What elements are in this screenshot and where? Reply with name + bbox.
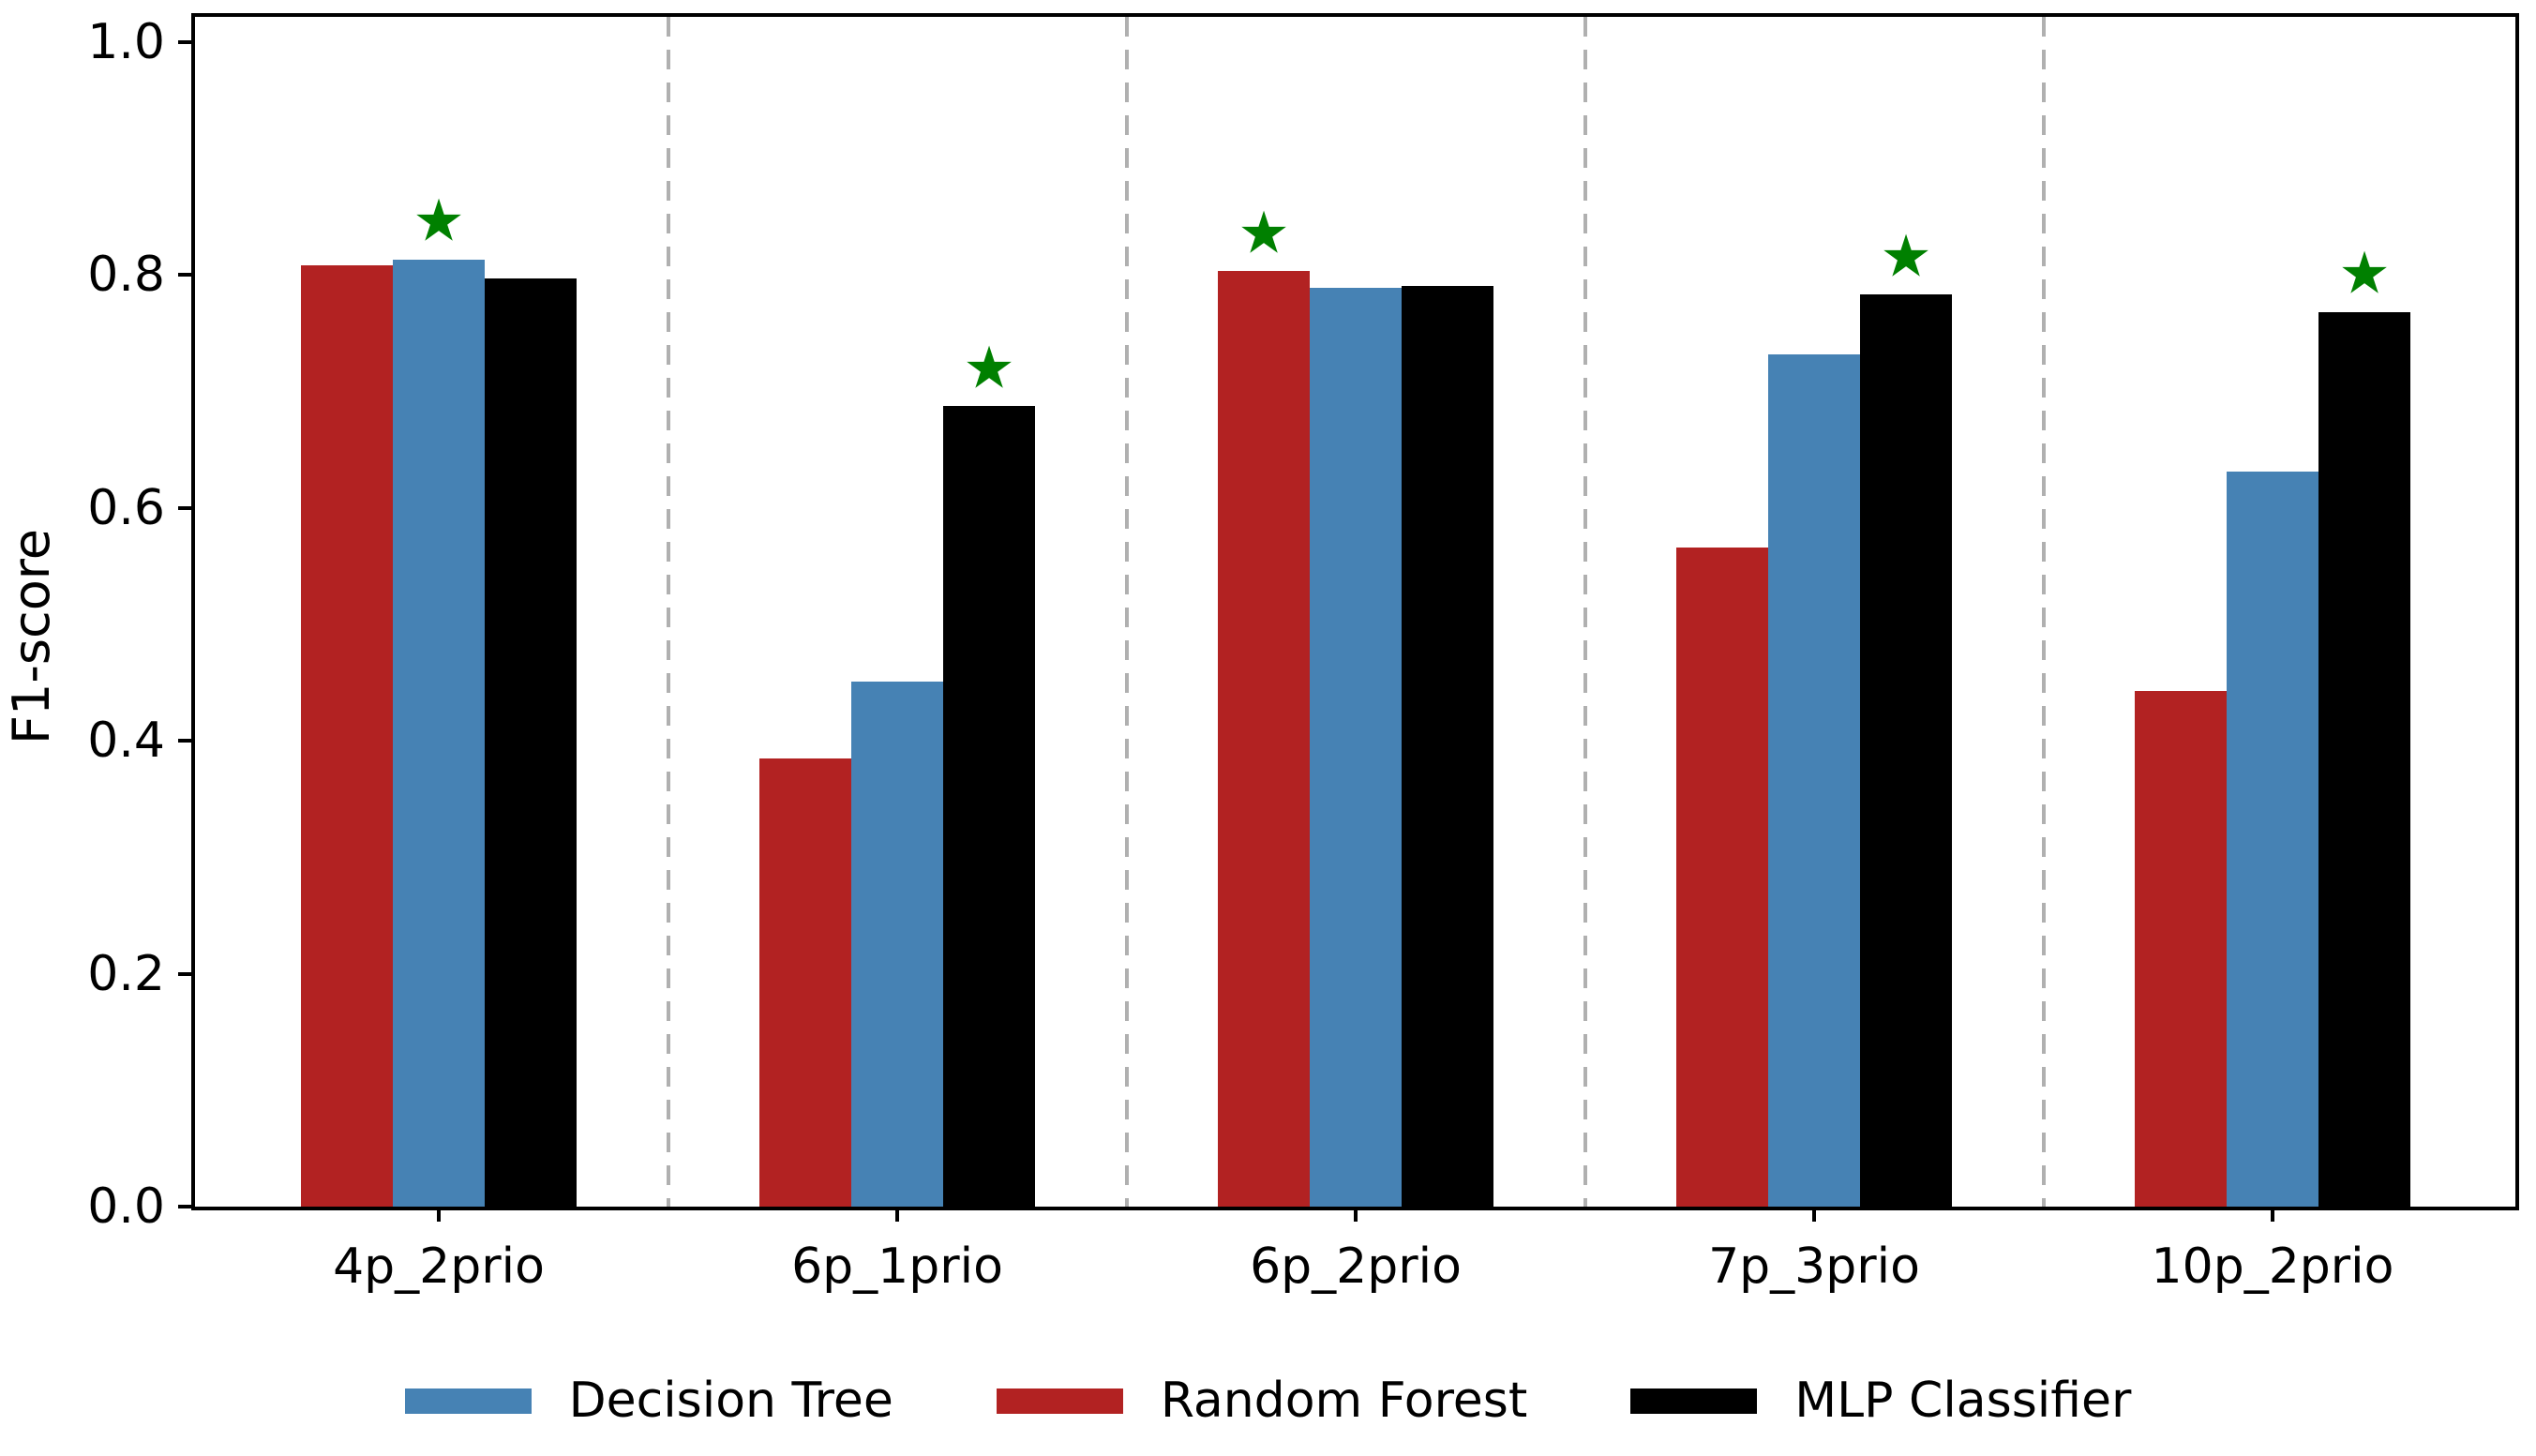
y-tick-label: 0.2	[87, 945, 165, 1002]
best-marker-star-4p_2prio: ★	[413, 186, 465, 255]
plot-area: ★ ★ ★ ★ ★	[195, 17, 2515, 1207]
x-axis-tick	[2271, 1207, 2274, 1222]
best-marker-star-6p_1prio: ★	[963, 333, 1015, 402]
mlp-classifier-swatch	[1630, 1388, 1758, 1414]
y-axis-tick	[178, 1205, 193, 1208]
decision-tree-swatch	[404, 1388, 532, 1414]
x-axis-tick	[437, 1207, 441, 1222]
x-tick-label-6p_2prio: 6p_2prio	[1250, 1238, 1462, 1295]
legend-label-random-forest: Random Forest	[1160, 1373, 1528, 1429]
x-tick-label-10p_2prio: 10p_2prio	[2151, 1238, 2394, 1295]
bar-random-forest-4p_2prio	[301, 265, 393, 1207]
bar-mlp-classifier-6p_2prio	[1402, 286, 1493, 1207]
x-axis-tick	[1812, 1207, 1816, 1222]
legend-label-decision-tree: Decision Tree	[568, 1373, 893, 1429]
legend: Decision Tree Random Forest MLP Classifi…	[0, 1376, 2536, 1425]
y-tick-label: 0.0	[87, 1178, 165, 1235]
bar-mlp-classifier-4p_2prio	[485, 278, 577, 1207]
y-axis-tick	[178, 739, 193, 743]
x-tick-label-4p_2prio: 4p_2prio	[333, 1238, 545, 1295]
y-axis-tick	[178, 39, 193, 44]
legend-label-mlp-classifier: MLP Classifier	[1794, 1373, 2132, 1429]
group-separator-line	[1124, 17, 1129, 1207]
random-forest-swatch	[996, 1388, 1123, 1414]
legend-entry-mlp-classifier: MLP Classifier	[1630, 1376, 2131, 1425]
bar-decision-tree-4p_2prio	[393, 259, 485, 1207]
bar-random-forest-10p_2prio	[2135, 690, 2227, 1207]
y-tick-label: 1.0	[87, 13, 165, 70]
bar-random-forest-6p_2prio	[1218, 271, 1310, 1207]
group-separator-line	[2041, 17, 2046, 1207]
bar-random-forest-7p_3prio	[1676, 547, 1768, 1207]
bar-decision-tree-6p_1prio	[851, 681, 943, 1207]
bar-mlp-classifier-7p_3prio	[1860, 294, 1952, 1207]
legend-entry-random-forest: Random Forest	[996, 1373, 1528, 1429]
bar-random-forest-6p_1prio	[759, 758, 851, 1207]
group-separator-line	[666, 17, 670, 1207]
y-axis-tick	[178, 505, 193, 510]
y-tick-label: 0.8	[87, 247, 165, 303]
legend-entry-decision-tree: Decision Tree	[404, 1373, 893, 1429]
group-separator-line	[1583, 17, 1587, 1207]
x-axis-tick	[1354, 1207, 1358, 1222]
bar-mlp-classifier-10p_2prio	[2318, 311, 2410, 1207]
bar-decision-tree-6p_2prio	[1310, 287, 1402, 1207]
y-axis-title: F1-score	[2, 529, 61, 745]
x-axis-tick	[895, 1207, 899, 1222]
x-tick-label-6p_1prio: 6p_1prio	[791, 1238, 1003, 1295]
y-tick-label: 0.6	[87, 479, 165, 536]
best-marker-star-10p_2prio: ★	[2338, 238, 2391, 308]
best-marker-star-7p_3prio: ★	[1880, 221, 1932, 291]
x-tick-label-7p_3prio: 7p_3prio	[1708, 1238, 1920, 1295]
bar-mlp-classifier-6p_1prio	[943, 406, 1035, 1207]
y-axis-tick	[178, 273, 193, 277]
bar-decision-tree-7p_3prio	[1768, 353, 1860, 1207]
y-axis-tick	[178, 971, 193, 976]
y-tick-label: 0.4	[87, 713, 165, 769]
best-marker-star-6p_2prio: ★	[1238, 198, 1290, 267]
bar-decision-tree-10p_2prio	[2227, 471, 2318, 1207]
